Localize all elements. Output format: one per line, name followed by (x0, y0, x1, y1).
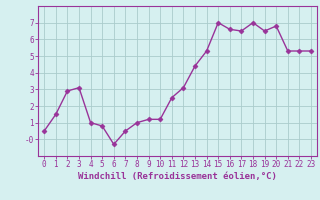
X-axis label: Windchill (Refroidissement éolien,°C): Windchill (Refroidissement éolien,°C) (78, 172, 277, 181)
